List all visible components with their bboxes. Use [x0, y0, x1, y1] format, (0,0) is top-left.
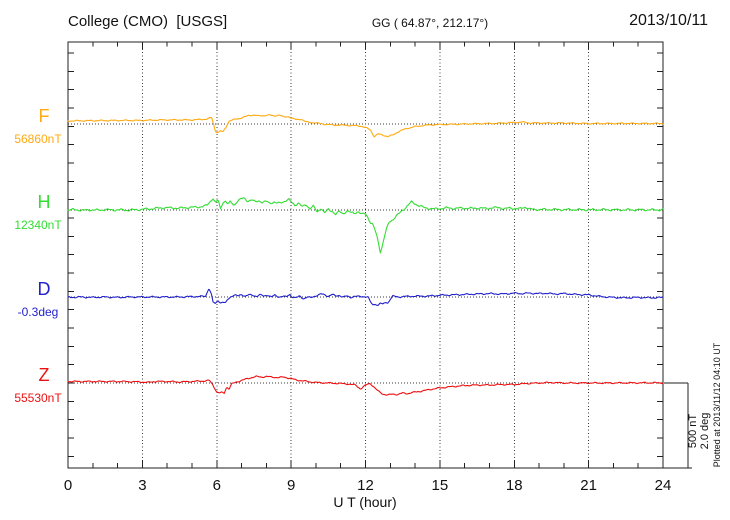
series-Z-label: Z — [38, 365, 50, 385]
x-tick-label-18: 18 — [505, 477, 523, 494]
plotted-timestamp: Plotted at 2013/11/12 04:10 UT — [712, 342, 722, 468]
scale-bar-label: 500 nT 2.0 deg — [687, 401, 711, 461]
scale-bar-deg-text: 2.0 deg — [699, 412, 711, 450]
trace-H — [67, 197, 664, 254]
trace-D — [67, 288, 664, 306]
x-tick-label-3: 3 — [138, 477, 147, 494]
x-tick-label-9: 9 — [286, 477, 296, 494]
trace-Z — [67, 375, 664, 396]
series-H-label: H — [37, 192, 51, 212]
x-tick-label-0: 0 — [63, 477, 73, 494]
trace-F — [67, 113, 664, 138]
geo-coordinates: GG ( 64.87°, 212.17°) — [371, 16, 489, 30]
series-H-baseline-value: 12340nT — [14, 218, 62, 232]
scale-bar-nt-text: 500 nT — [687, 413, 699, 449]
x-tick-label-6: 6 — [212, 477, 221, 494]
x-tick-label-24: 24 — [654, 477, 672, 494]
series-F-label: F — [38, 106, 50, 126]
series-Z-baseline-value: 55530nT — [14, 391, 62, 405]
scale-bar — [663, 382, 692, 469]
x-tick-label-15: 15 — [431, 477, 449, 494]
station-title: College (CMO) [USGS] — [68, 13, 228, 30]
plot-date: 2013/10/11 — [629, 12, 708, 29]
x-tick-label-12: 12 — [357, 477, 374, 494]
series-D-label: D — [37, 279, 51, 299]
x-axis-label: U T (hour) — [333, 494, 397, 510]
plot-border — [67, 41, 664, 469]
trace-baselines — [68, 123, 663, 384]
series-F-baseline-value: 56860nT — [14, 132, 62, 146]
x-tick-label-21: 21 — [580, 477, 597, 494]
axis-ticks — [67, 42, 664, 468]
gridlines — [141, 42, 590, 468]
series-D-baseline-value: -0.3deg — [17, 305, 59, 319]
